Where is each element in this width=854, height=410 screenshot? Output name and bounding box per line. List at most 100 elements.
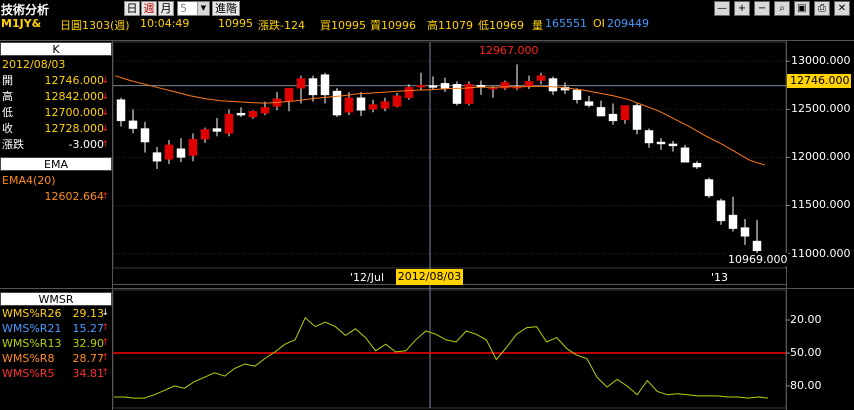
period-month-button[interactable]: 月: [158, 1, 174, 16]
search-icon[interactable]: ⌕: [774, 1, 790, 16]
app-title: 技術分析: [1, 3, 50, 17]
k-date: 2012/08/03: [2, 58, 66, 71]
low-price: 低10969: [478, 19, 524, 32]
candle-body: [416, 85, 426, 88]
ema-label: EMA4(20): [2, 174, 56, 187]
bid-price: 買10995: [320, 19, 366, 32]
ask-price: 賣10996: [370, 19, 416, 32]
candle-body: [464, 84, 474, 104]
toolbar: 技術分析 日 週 月 5 ▼ 進階 — + − ⌕ ▣ ⎙ ✕: [0, 0, 854, 17]
candle-body: [284, 87, 294, 101]
candle-body: [236, 112, 246, 116]
candle-body: [116, 99, 126, 122]
volume-label: 量: [532, 19, 543, 32]
wms-panel: WMS%R26 29.13 ↓ WMS%R21 15.27 ↑ WMS%R13 32.90 ↑ W…: [0, 306, 112, 386]
wms-tick-label: 20.00: [790, 313, 822, 326]
candle-body: [548, 78, 558, 92]
period-week-button[interactable]: 週: [141, 1, 157, 16]
minimize-icon[interactable]: —: [714, 1, 730, 16]
candle-body: [596, 107, 606, 117]
zoom-in-icon[interactable]: +: [734, 1, 750, 16]
oi-label: OI: [593, 17, 605, 30]
price-tick-label: 11000.000: [791, 246, 851, 260]
wms-row: WMS%R8 28.77 ↑: [2, 352, 109, 365]
period-value: 5: [180, 2, 187, 15]
k-panel: 2012/08/03 開 12746.000 ↓ 高 12842.000 ↓ 低 1270…: [0, 57, 112, 153]
wms-row-value: 29.13: [72, 307, 105, 320]
print-icon[interactable]: ⎙: [814, 1, 830, 16]
period-value-select[interactable]: 5 ▼: [177, 1, 210, 16]
candle-body: [728, 214, 738, 229]
candle-body: [128, 120, 138, 129]
wms-row-value: 32.90: [72, 337, 105, 350]
candle-body: [704, 179, 714, 197]
candle-body: [680, 147, 690, 163]
wms-panel-header: WMSR: [0, 292, 112, 306]
candle-body: [332, 90, 342, 116]
date-label-jul: '12/Jul: [350, 271, 384, 284]
candle-body: [152, 152, 162, 162]
oi-value: 209449: [607, 17, 649, 30]
zoom-out-icon[interactable]: −: [754, 1, 770, 16]
wms-row-label: WMS%R26: [2, 307, 62, 320]
candle-body: [512, 86, 522, 89]
save-icon[interactable]: ▣: [794, 1, 810, 16]
symbol: M1JY&: [1, 17, 42, 30]
candle-body: [296, 78, 306, 89]
wms-pane-frame: [112, 289, 787, 409]
candle-body: [404, 86, 414, 99]
candle-body: [260, 107, 270, 114]
wms-tick-label: 50.00: [790, 346, 822, 359]
candle-body: [716, 200, 726, 222]
price-change: 漲跌-124: [258, 19, 305, 32]
candle-body: [224, 113, 234, 134]
candle-body: [524, 81, 534, 87]
wms-row-value: 28.77: [72, 352, 105, 365]
quote-bar: M1JY& 日圓1303(週) 10:04:49 10995 漲跌-124 買1…: [0, 17, 854, 32]
k-row-low: 低 12700.000 ↓: [2, 106, 109, 119]
wms-row: WMS%R26 29.13 ↓: [2, 307, 109, 320]
candle-body: [620, 105, 630, 121]
price-tick-label: 13000.000: [791, 54, 851, 68]
crosshair-date-flag: 2012/08/03: [396, 269, 463, 285]
candle-body: [368, 104, 378, 110]
candle-body: [452, 84, 462, 104]
wms-row-value: 34.81: [72, 367, 105, 380]
k-row-change: 漲跌 -3.000 ↑: [2, 138, 109, 151]
date-label-13: '13: [711, 271, 729, 284]
candle-body: [188, 138, 198, 156]
candle-body: [488, 87, 498, 90]
close-icon[interactable]: ✕: [834, 1, 850, 16]
candle-body: [692, 162, 702, 168]
k-row-close: 收 12728.000 ↓: [2, 122, 109, 135]
wms-row-value: 15.27: [72, 322, 105, 335]
low-price-label: 10969.000: [728, 253, 788, 266]
candle-body: [212, 128, 222, 132]
wms-row-label: WMS%R13: [2, 337, 62, 350]
wms-row-label: WMS%R5: [2, 367, 55, 380]
ema-panel-header: EMA: [0, 157, 112, 171]
candle-body: [248, 110, 258, 118]
price-tick-label: 12000.000: [791, 150, 851, 164]
candle-body: [392, 95, 402, 107]
ema-value: 12602.664: [44, 190, 105, 203]
advanced-button[interactable]: 進階: [212, 1, 240, 16]
high-price-label: 12967.000: [479, 44, 539, 57]
candle-body: [608, 113, 618, 122]
k-row-open: 開 12746.000 ↓: [2, 74, 109, 87]
candle-body: [440, 83, 450, 89]
candle-body: [428, 85, 438, 88]
price-tick-label: 11500.000: [791, 198, 851, 212]
candle-body: [380, 101, 390, 109]
contract-name: 日圓1303(週): [60, 19, 130, 32]
high-price: 高11079: [427, 19, 473, 32]
candle-body: [632, 105, 642, 130]
k-panel-header: K: [0, 42, 112, 56]
wms-row: WMS%R5 34.81 ↑: [2, 367, 109, 380]
wms-row: WMS%R13 32.90 ↑: [2, 337, 109, 350]
candle-body: [356, 97, 366, 111]
period-day-button[interactable]: 日: [124, 1, 140, 16]
candle-body: [536, 75, 546, 81]
wms-row-label: WMS%R8: [2, 352, 55, 365]
